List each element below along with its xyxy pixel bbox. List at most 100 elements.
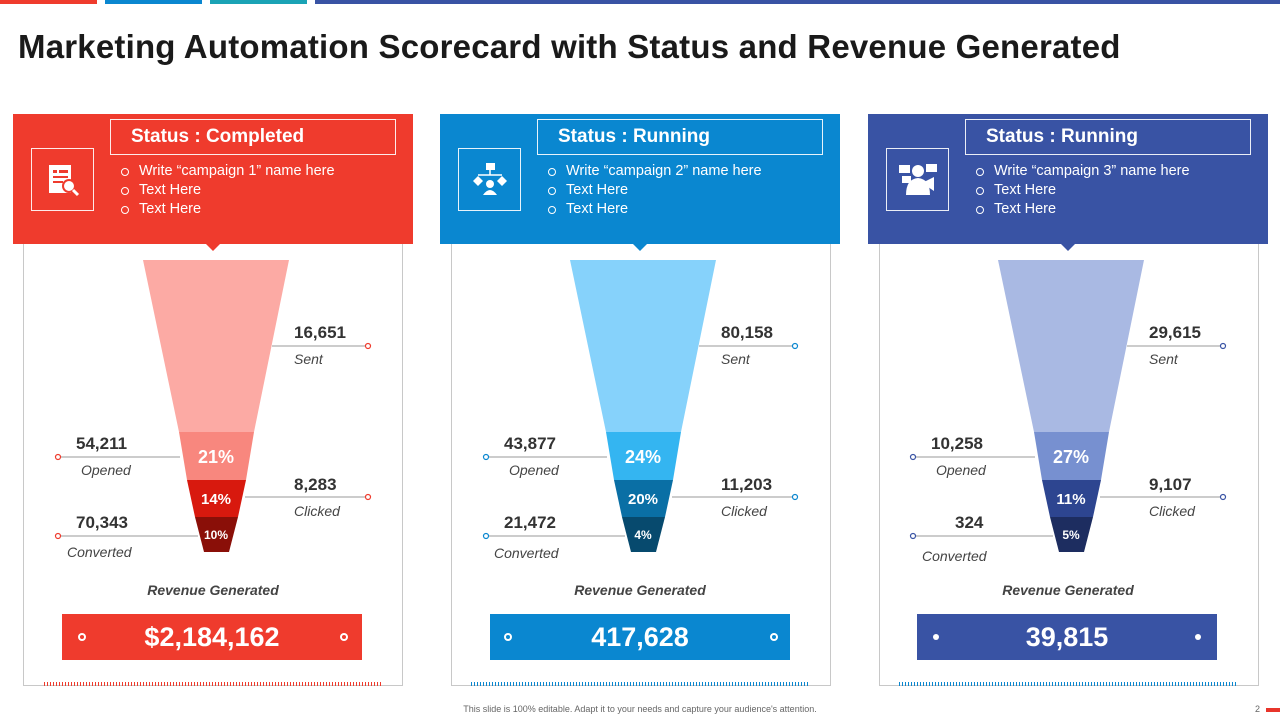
funnel-segment-converted (1050, 517, 1093, 552)
sent-value: 29,615 (1149, 323, 1201, 342)
connector-converted-dot (909, 532, 917, 540)
page-number: 2 (1255, 704, 1261, 714)
funnel-segment-clicked (187, 480, 246, 517)
funnel-pct-opened: 27% (1053, 447, 1089, 467)
top-accent-navy (315, 0, 1280, 4)
page-marker (1266, 708, 1280, 712)
campaign-3-pointer (1059, 242, 1077, 251)
connector-opened-dot (54, 453, 62, 461)
revenue-dot-right (770, 633, 778, 641)
funnel-pct-clicked: 11% (1056, 491, 1085, 508)
revenue-label: Revenue Generated (1002, 582, 1134, 598)
revenue-dot-left (504, 633, 512, 641)
footer-note: This slide is 100% editable. Adapt it to… (463, 704, 817, 714)
presentation-report-icon (31, 148, 94, 211)
funnel-segment-clicked (1042, 480, 1101, 517)
top-accent-blue (105, 0, 202, 4)
connector-sent-dot (1219, 342, 1227, 350)
funnel-pct-opened: 21% (198, 447, 234, 467)
converted-label: Converted (922, 548, 987, 564)
campaign-2-pointer (631, 242, 649, 251)
list-item: Write “campaign 1” name here (121, 162, 335, 181)
connector-converted-dot (482, 532, 490, 540)
funnel-pct-opened: 24% (625, 447, 661, 467)
revenue-dot-right (1195, 634, 1201, 640)
clicked-value: 11,203 (721, 475, 773, 494)
opened-value: 43,877 (504, 434, 556, 453)
funnel-segment-opened (1034, 432, 1109, 480)
funnel-pct-converted: 10% (204, 528, 228, 542)
revenue-dot-left (933, 634, 939, 640)
funnel-pct-converted: 4% (634, 528, 652, 542)
campaign-3-bullets: Write “campaign 3” name here Text Here T… (976, 162, 1190, 219)
revenue-dot-right (340, 633, 348, 641)
funnel-segment-opened (179, 432, 254, 480)
funnel-segment-sent (998, 260, 1144, 432)
list-item: Write “campaign 2” name here (548, 162, 762, 181)
funnel-segment-sent (570, 260, 716, 432)
funnel-segment-opened (606, 432, 681, 480)
campaign-3-status: Status : Running (965, 119, 1251, 155)
list-item: Text Here (121, 200, 335, 219)
opened-value: 10,258 (931, 434, 983, 453)
funnel-pct-clicked: 14% (201, 491, 231, 508)
funnel-segment-converted (622, 517, 665, 552)
clicked-label: Clicked (294, 503, 340, 519)
revenue-value: 39,815 (917, 614, 1217, 660)
list-item: Text Here (548, 181, 762, 200)
connector-opened-dot (909, 453, 917, 461)
speaker-megaphone-icon (886, 148, 949, 211)
list-item: Text Here (976, 200, 1190, 219)
campaign-1-hatch (44, 682, 382, 686)
sent-label: Sent (294, 351, 323, 367)
opened-value: 54,211 (76, 434, 128, 453)
connector-sent-dot (791, 342, 799, 350)
opened-label: Opened (936, 462, 986, 478)
connector-sent-dot (364, 342, 372, 350)
sent-label: Sent (721, 351, 750, 367)
sent-value: 80,158 (721, 323, 773, 342)
page-title: Marketing Automation Scorecard with Stat… (18, 28, 1121, 65)
top-accent-teal (210, 0, 307, 4)
clicked-label: Clicked (721, 503, 767, 519)
campaign-2-hatch (471, 682, 809, 686)
list-item: Text Here (548, 200, 762, 219)
connector-clicked-dot (791, 493, 799, 501)
converted-value: 324 (955, 513, 984, 532)
converted-label: Converted (494, 545, 559, 561)
funnel-pct-converted: 5% (1062, 528, 1080, 542)
campaign-3-header: Status : Running Write “campaign 3” name… (868, 114, 1268, 244)
clicked-value: 9,107 (1149, 475, 1192, 494)
revenue-dot-left (78, 633, 86, 641)
sent-label: Sent (1149, 351, 1178, 367)
connector-opened-dot (482, 453, 490, 461)
revenue-label: Revenue Generated (574, 582, 706, 598)
campaign-2-status: Status : Running (537, 119, 823, 155)
converted-value: 21,472 (504, 513, 556, 532)
list-item: Text Here (121, 181, 335, 200)
clicked-label: Clicked (1149, 503, 1195, 519)
list-item: Write “campaign 3” name here (976, 162, 1190, 181)
campaign-2-header: Status : Running Write “campaign 2” name… (440, 114, 840, 244)
top-accent-red (0, 0, 97, 4)
revenue-label: Revenue Generated (147, 582, 279, 598)
opened-label: Opened (81, 462, 131, 478)
workflow-network-icon (458, 148, 521, 211)
funnel-segment-clicked (614, 480, 673, 517)
revenue-value: $2,184,162 (62, 614, 362, 660)
connector-clicked-dot (364, 493, 372, 501)
funnel-segment-sent (143, 260, 289, 432)
campaign-1-pointer (204, 242, 222, 251)
campaign-2-bullets: Write “campaign 2” name here Text Here T… (548, 162, 762, 219)
revenue-value: 417,628 (490, 614, 790, 660)
connector-clicked-dot (1219, 493, 1227, 501)
connector-converted-dot (54, 532, 62, 540)
funnel-pct-clicked: 20% (628, 491, 658, 508)
campaign-1-bullets: Write “campaign 1” name here Text Here T… (121, 162, 335, 219)
converted-value: 70,343 (76, 513, 128, 532)
list-item: Text Here (976, 181, 1190, 200)
campaign-1-header: Status : Completed Write “campaign 1” na… (13, 114, 413, 244)
